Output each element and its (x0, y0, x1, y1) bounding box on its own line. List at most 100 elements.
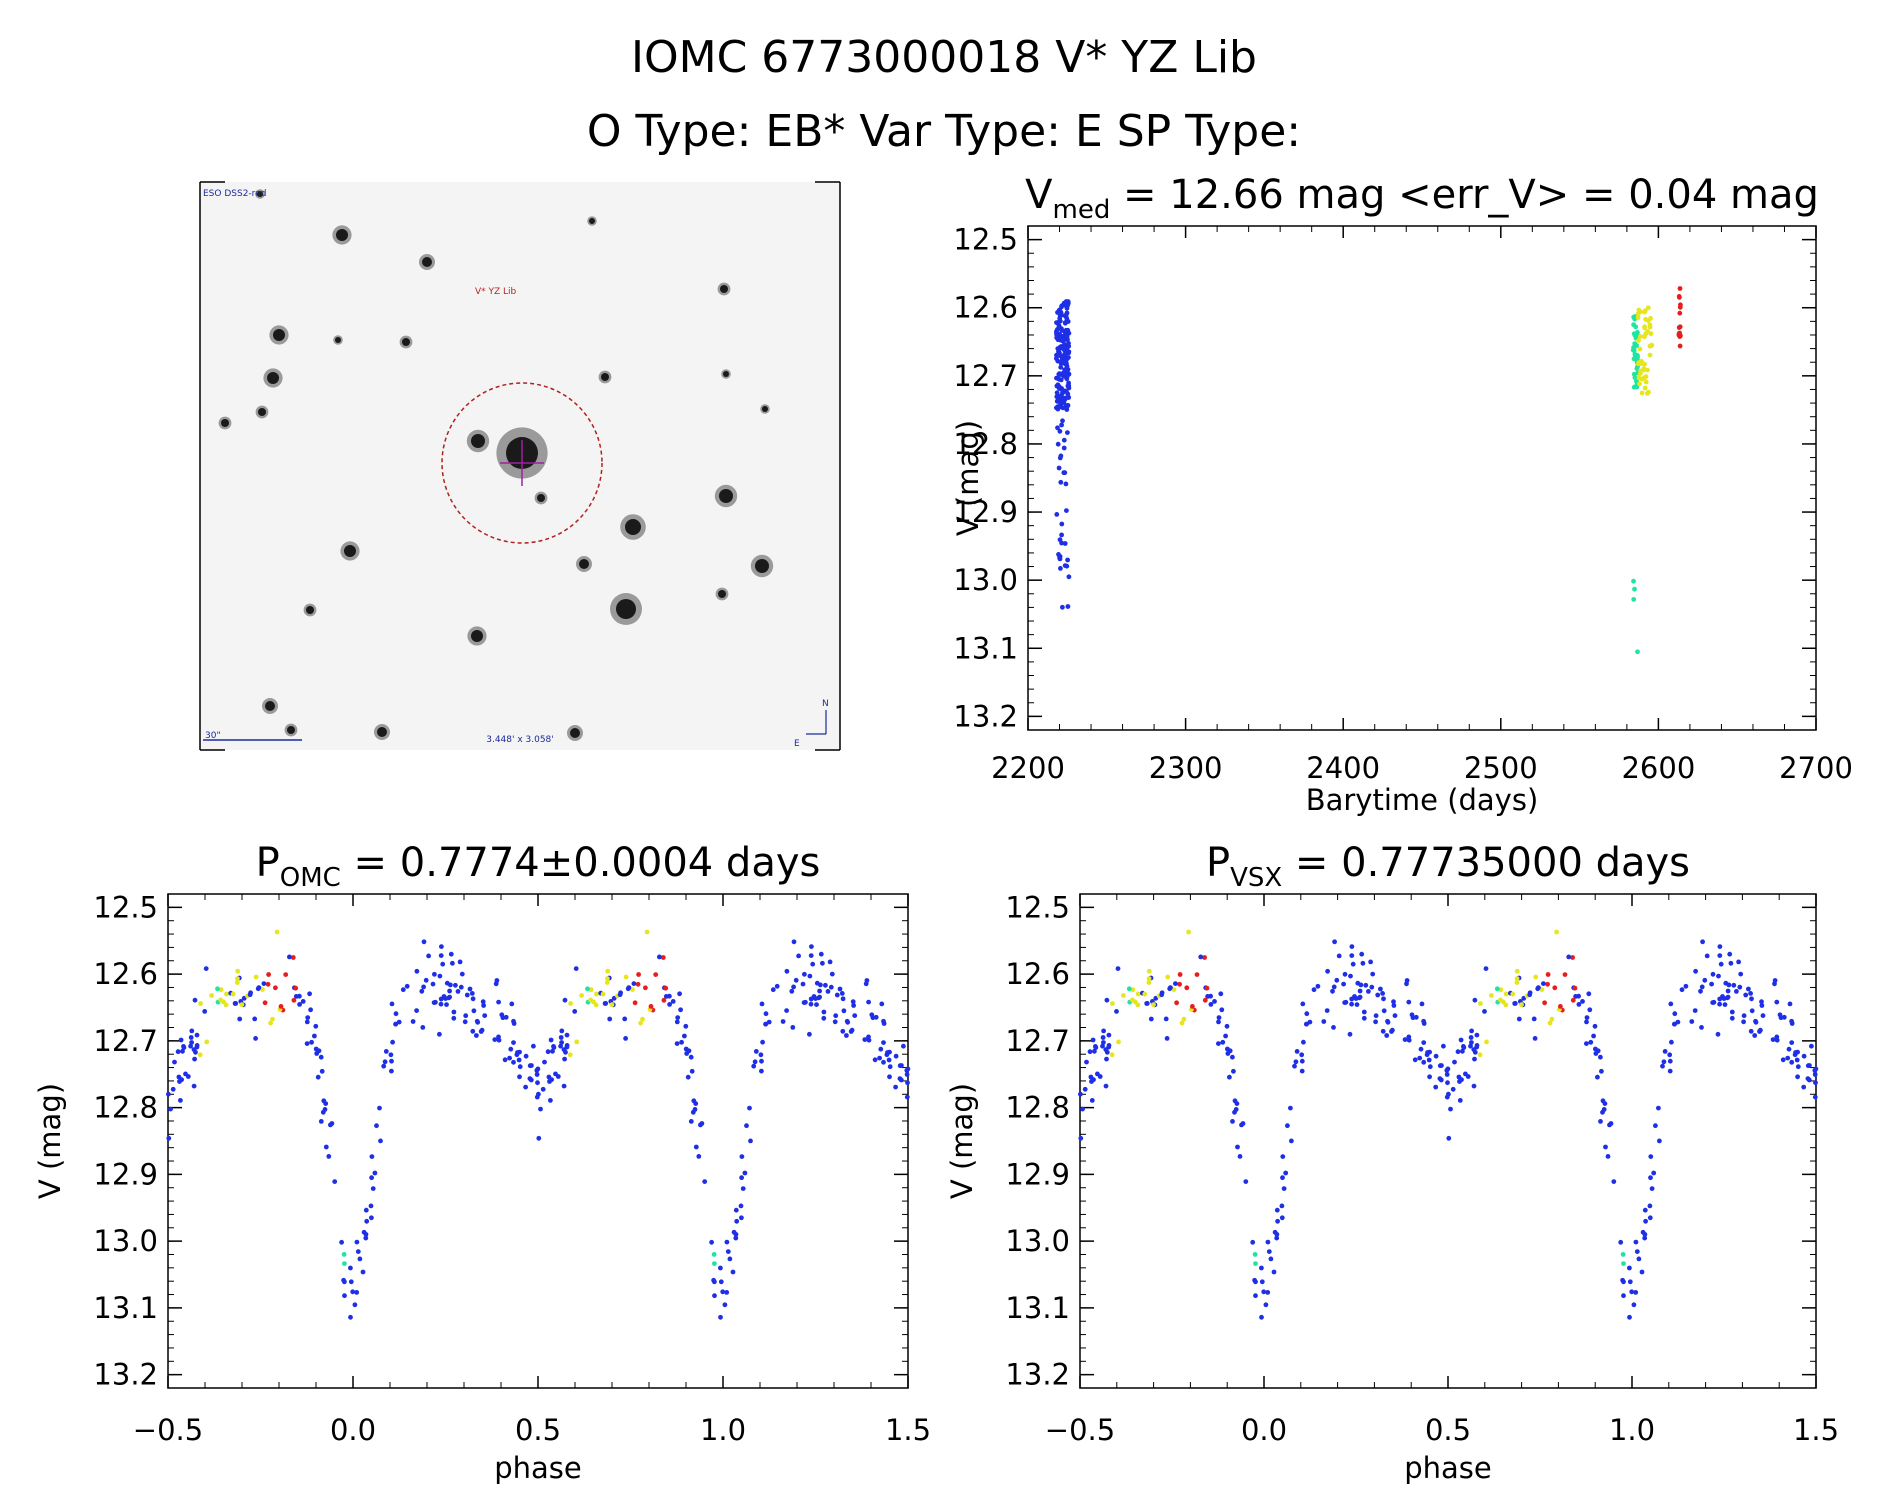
data-point-blue (326, 1154, 332, 1159)
data-point-blue (1426, 1057, 1432, 1063)
title-rest: = 0.7774±0.0004 days (341, 840, 821, 886)
data-point-blue (1281, 1186, 1287, 1191)
data-point-blue (1749, 996, 1754, 1002)
data-point-yellow (1645, 391, 1650, 396)
data-point-blue (1315, 983, 1321, 989)
y-tick-label: 13.1 (93, 1291, 158, 1325)
data-point-blue (872, 1057, 878, 1063)
data-point-yellow (593, 1002, 599, 1008)
data-point-blue (1342, 971, 1348, 977)
data-point-blue (1633, 1290, 1639, 1295)
data-point-blue (1634, 1249, 1640, 1254)
data-point-blue (1259, 1314, 1264, 1320)
data-point-blue (1216, 1019, 1221, 1025)
data-point-yellow (223, 1002, 229, 1008)
data-point-blue (1746, 986, 1751, 992)
data-point-red (1194, 972, 1200, 977)
y-tick-label: 13.2 (1005, 1358, 1070, 1392)
data-point-blue (1444, 1072, 1450, 1077)
data-point-blue (1584, 1019, 1589, 1025)
data-point-blue (1285, 1123, 1290, 1129)
data-point-blue (758, 1052, 764, 1058)
data-point-blue (784, 968, 790, 974)
data-point-yellow (1146, 976, 1152, 981)
data-point-blue (363, 1207, 369, 1213)
data-point-blue (1535, 986, 1541, 992)
data-point-blue (763, 1011, 769, 1017)
data-point-blue (355, 1249, 361, 1254)
data-point-blue (733, 1207, 739, 1213)
fov-label: 3.448' x 3.058' (486, 735, 554, 745)
data-point-blue (516, 1057, 522, 1063)
data-point-blue (1058, 453, 1064, 459)
data-point-blue (1455, 1049, 1461, 1055)
data-point-blue (455, 989, 461, 994)
data-point-blue (1061, 389, 1066, 395)
data-point-red (1570, 955, 1575, 960)
data-point-blue (308, 1007, 313, 1013)
data-point-blue (1060, 604, 1065, 610)
data-point-blue (318, 1054, 324, 1060)
data-point-blue (730, 1269, 736, 1275)
data-point-blue (1648, 1175, 1653, 1181)
data-point-blue (515, 1050, 520, 1055)
data-point-blue (1349, 953, 1355, 958)
data-point-blue (548, 1098, 553, 1103)
data-point-blue (738, 1203, 744, 1209)
star (336, 229, 348, 241)
data-point-blue (550, 1048, 555, 1054)
data-point-blue (1164, 1036, 1170, 1041)
data-point-blue (724, 1239, 730, 1245)
data-point-yellow (1171, 987, 1177, 992)
star (625, 519, 641, 535)
data-point-blue (1427, 1064, 1433, 1070)
data-point-blue (527, 1063, 533, 1069)
data-point-yellow (1533, 974, 1539, 980)
data-point-blue (1225, 1051, 1231, 1056)
data-point-red (643, 985, 648, 991)
data-point-blue (1603, 1144, 1608, 1150)
data-point-blue (693, 1144, 699, 1150)
data-point-blue (166, 1091, 171, 1097)
y-tick-label: 13.2 (953, 699, 1018, 733)
data-point-blue (202, 1009, 208, 1014)
data-point-blue (802, 971, 807, 977)
data-point-blue (791, 984, 796, 990)
data-point-blue (1385, 1019, 1391, 1025)
data-point-blue (832, 1019, 838, 1025)
data-point-blue (369, 1175, 374, 1181)
y-tick-label: 13.0 (953, 563, 1018, 597)
data-point-blue (1225, 1046, 1230, 1052)
data-point-cyan (1494, 986, 1500, 992)
y-axis-label: V (mag) (33, 1083, 67, 1199)
data-point-blue (1307, 1019, 1313, 1025)
data-point-blue (852, 1013, 858, 1018)
data-point-blue (1304, 1021, 1309, 1027)
data-point-blue (319, 1068, 325, 1074)
data-point-blue (1218, 991, 1224, 997)
data-point-yellow (1638, 309, 1643, 315)
target-aperture-circle (441, 382, 603, 544)
data-point-yellow (1647, 352, 1653, 358)
phase-omc-panel: POMC = 0.7774±0.0004 days −0.5 0.0 0.5 1.0 1.… (33, 840, 931, 1485)
data-point-blue (1760, 1013, 1766, 1018)
title-subscript: VSX (1230, 863, 1282, 893)
data-point-blue (558, 1043, 563, 1049)
data-point-blue (827, 959, 833, 965)
data-point-blue (724, 1290, 730, 1295)
data-point-blue (389, 1068, 394, 1074)
data-point-yellow (1514, 976, 1520, 981)
data-point-red (283, 972, 289, 977)
data-point-blue (377, 1105, 382, 1111)
data-point-yellow (1179, 1020, 1185, 1026)
data-point-blue (511, 1040, 516, 1045)
data-point-yellow (235, 976, 240, 981)
data-point-blue (1104, 1056, 1109, 1062)
data-point-blue (328, 1122, 333, 1128)
data-point-blue (170, 1086, 176, 1092)
data-point-blue (421, 939, 427, 945)
data-point-blue (1468, 1043, 1473, 1049)
y-tick-label: 12.8 (953, 427, 1018, 461)
data-point-red (262, 1000, 268, 1006)
data-point-blue (1058, 566, 1063, 571)
